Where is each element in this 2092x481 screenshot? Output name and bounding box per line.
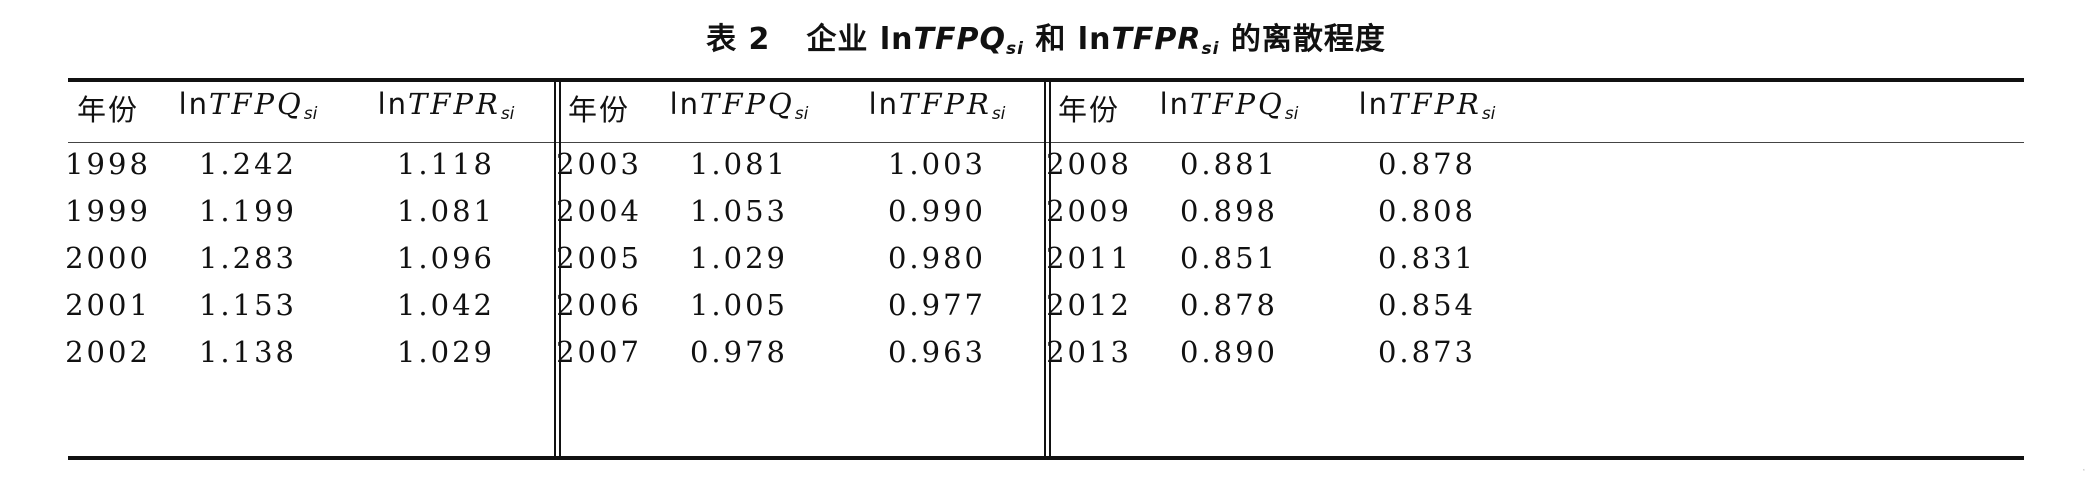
title-prefix: 企业 ln xyxy=(806,22,914,57)
cell-year: 1999 xyxy=(65,194,151,228)
cell-ln-tfpr: 1.042 xyxy=(396,288,496,322)
cell-ln-tfpq: 1.153 xyxy=(198,288,298,322)
header-ln-tfpq: lnTFPQsi xyxy=(178,87,318,124)
cell-year: 2009 xyxy=(1046,194,1132,228)
cell-ln-tfpr: 1.118 xyxy=(396,147,496,181)
cell-ln-tfpq: 1.005 xyxy=(689,288,789,322)
cell-ln-tfpq: 1.138 xyxy=(198,335,298,369)
group-divider-2-1 xyxy=(1044,80,1046,458)
cell-ln-tfpr: 1.003 xyxy=(887,147,987,181)
cell-ln-tfpr: 0.963 xyxy=(887,335,987,369)
cell-year: 2007 xyxy=(556,335,642,369)
group-divider-1-1 xyxy=(554,80,556,458)
cell-year: 2013 xyxy=(1046,335,1132,369)
table-bottom-rule xyxy=(68,456,2024,460)
cell-ln-tfpr: 0.854 xyxy=(1377,288,1477,322)
cell-ln-tfpq: 1.081 xyxy=(689,147,789,181)
title-var-tfpr: TFPR xyxy=(1111,22,1202,57)
title-sub-2: si xyxy=(1201,39,1220,59)
header-ln-tfpq: lnTFPQsi xyxy=(669,87,809,124)
cell-ln-tfpr: 0.808 xyxy=(1377,194,1477,228)
header-ln-tfpr: lnTFPRsi xyxy=(868,87,1006,124)
cell-ln-tfpq: 1.029 xyxy=(689,241,789,275)
cell-year: 2001 xyxy=(65,288,151,322)
cell-year: 2006 xyxy=(556,288,642,322)
cell-year: 2008 xyxy=(1046,147,1132,181)
header-year: 年份 xyxy=(1057,93,1121,127)
cell-ln-tfpr: 0.980 xyxy=(887,241,987,275)
cell-year: 2004 xyxy=(556,194,642,228)
cell-ln-tfpr: 0.977 xyxy=(887,288,987,322)
cell-ln-tfpr: 1.096 xyxy=(396,241,496,275)
table-top-rule xyxy=(68,78,2024,82)
cell-ln-tfpq: 1.283 xyxy=(198,241,298,275)
cell-year: 2011 xyxy=(1046,241,1132,275)
title-sub-1: si xyxy=(1005,39,1024,59)
cell-ln-tfpq: 0.978 xyxy=(689,335,789,369)
watermark: · xyxy=(2079,462,2089,478)
cell-ln-tfpq: 0.898 xyxy=(1179,194,1279,228)
cell-ln-tfpr: 0.878 xyxy=(1377,147,1477,181)
cell-year: 2005 xyxy=(556,241,642,275)
header-ln-tfpr: lnTFPRsi xyxy=(1358,87,1496,124)
title-var-tfpq: TFPQ xyxy=(913,22,1006,57)
cell-ln-tfpq: 0.878 xyxy=(1179,288,1279,322)
cell-ln-tfpr: 0.990 xyxy=(887,194,987,228)
cell-year: 2012 xyxy=(1046,288,1132,322)
table-header-rule xyxy=(68,142,2024,143)
table-title: 表 2 企业 lnTFPQsi 和 lnTFPRsi 的离散程度 xyxy=(0,14,2092,59)
header-ln-tfpr: lnTFPRsi xyxy=(377,87,515,124)
title-mid: 和 ln xyxy=(1023,22,1112,57)
cell-year: 2003 xyxy=(556,147,642,181)
cell-ln-tfpq: 0.851 xyxy=(1179,241,1279,275)
cell-ln-tfpq: 0.890 xyxy=(1179,335,1279,369)
dispersion-table: 年份 lnTFPQsi lnTFPRsi 1998 1.242 1.118 1999 1.19… xyxy=(65,78,2024,460)
group-divider-2-2 xyxy=(1049,80,1051,458)
cell-ln-tfpq: 0.881 xyxy=(1179,147,1279,181)
title-suffix: 的离散程度 xyxy=(1219,22,1386,57)
header-year: 年份 xyxy=(76,93,140,127)
header-ln-tfpq: lnTFPQsi xyxy=(1159,87,1299,124)
header-year: 年份 xyxy=(567,93,631,127)
cell-ln-tfpq: 1.053 xyxy=(689,194,789,228)
cell-year: 2002 xyxy=(65,335,151,369)
cell-year: 2000 xyxy=(65,241,151,275)
cell-ln-tfpr: 1.029 xyxy=(396,335,496,369)
cell-ln-tfpq: 1.242 xyxy=(198,147,298,181)
table-number: 表 2 xyxy=(706,22,771,57)
cell-ln-tfpr: 0.873 xyxy=(1377,335,1477,369)
group-divider-1-2 xyxy=(559,80,561,458)
cell-ln-tfpr: 1.081 xyxy=(396,194,496,228)
cell-ln-tfpr: 0.831 xyxy=(1377,241,1477,275)
cell-year: 1998 xyxy=(65,147,151,181)
cell-ln-tfpq: 1.199 xyxy=(198,194,298,228)
